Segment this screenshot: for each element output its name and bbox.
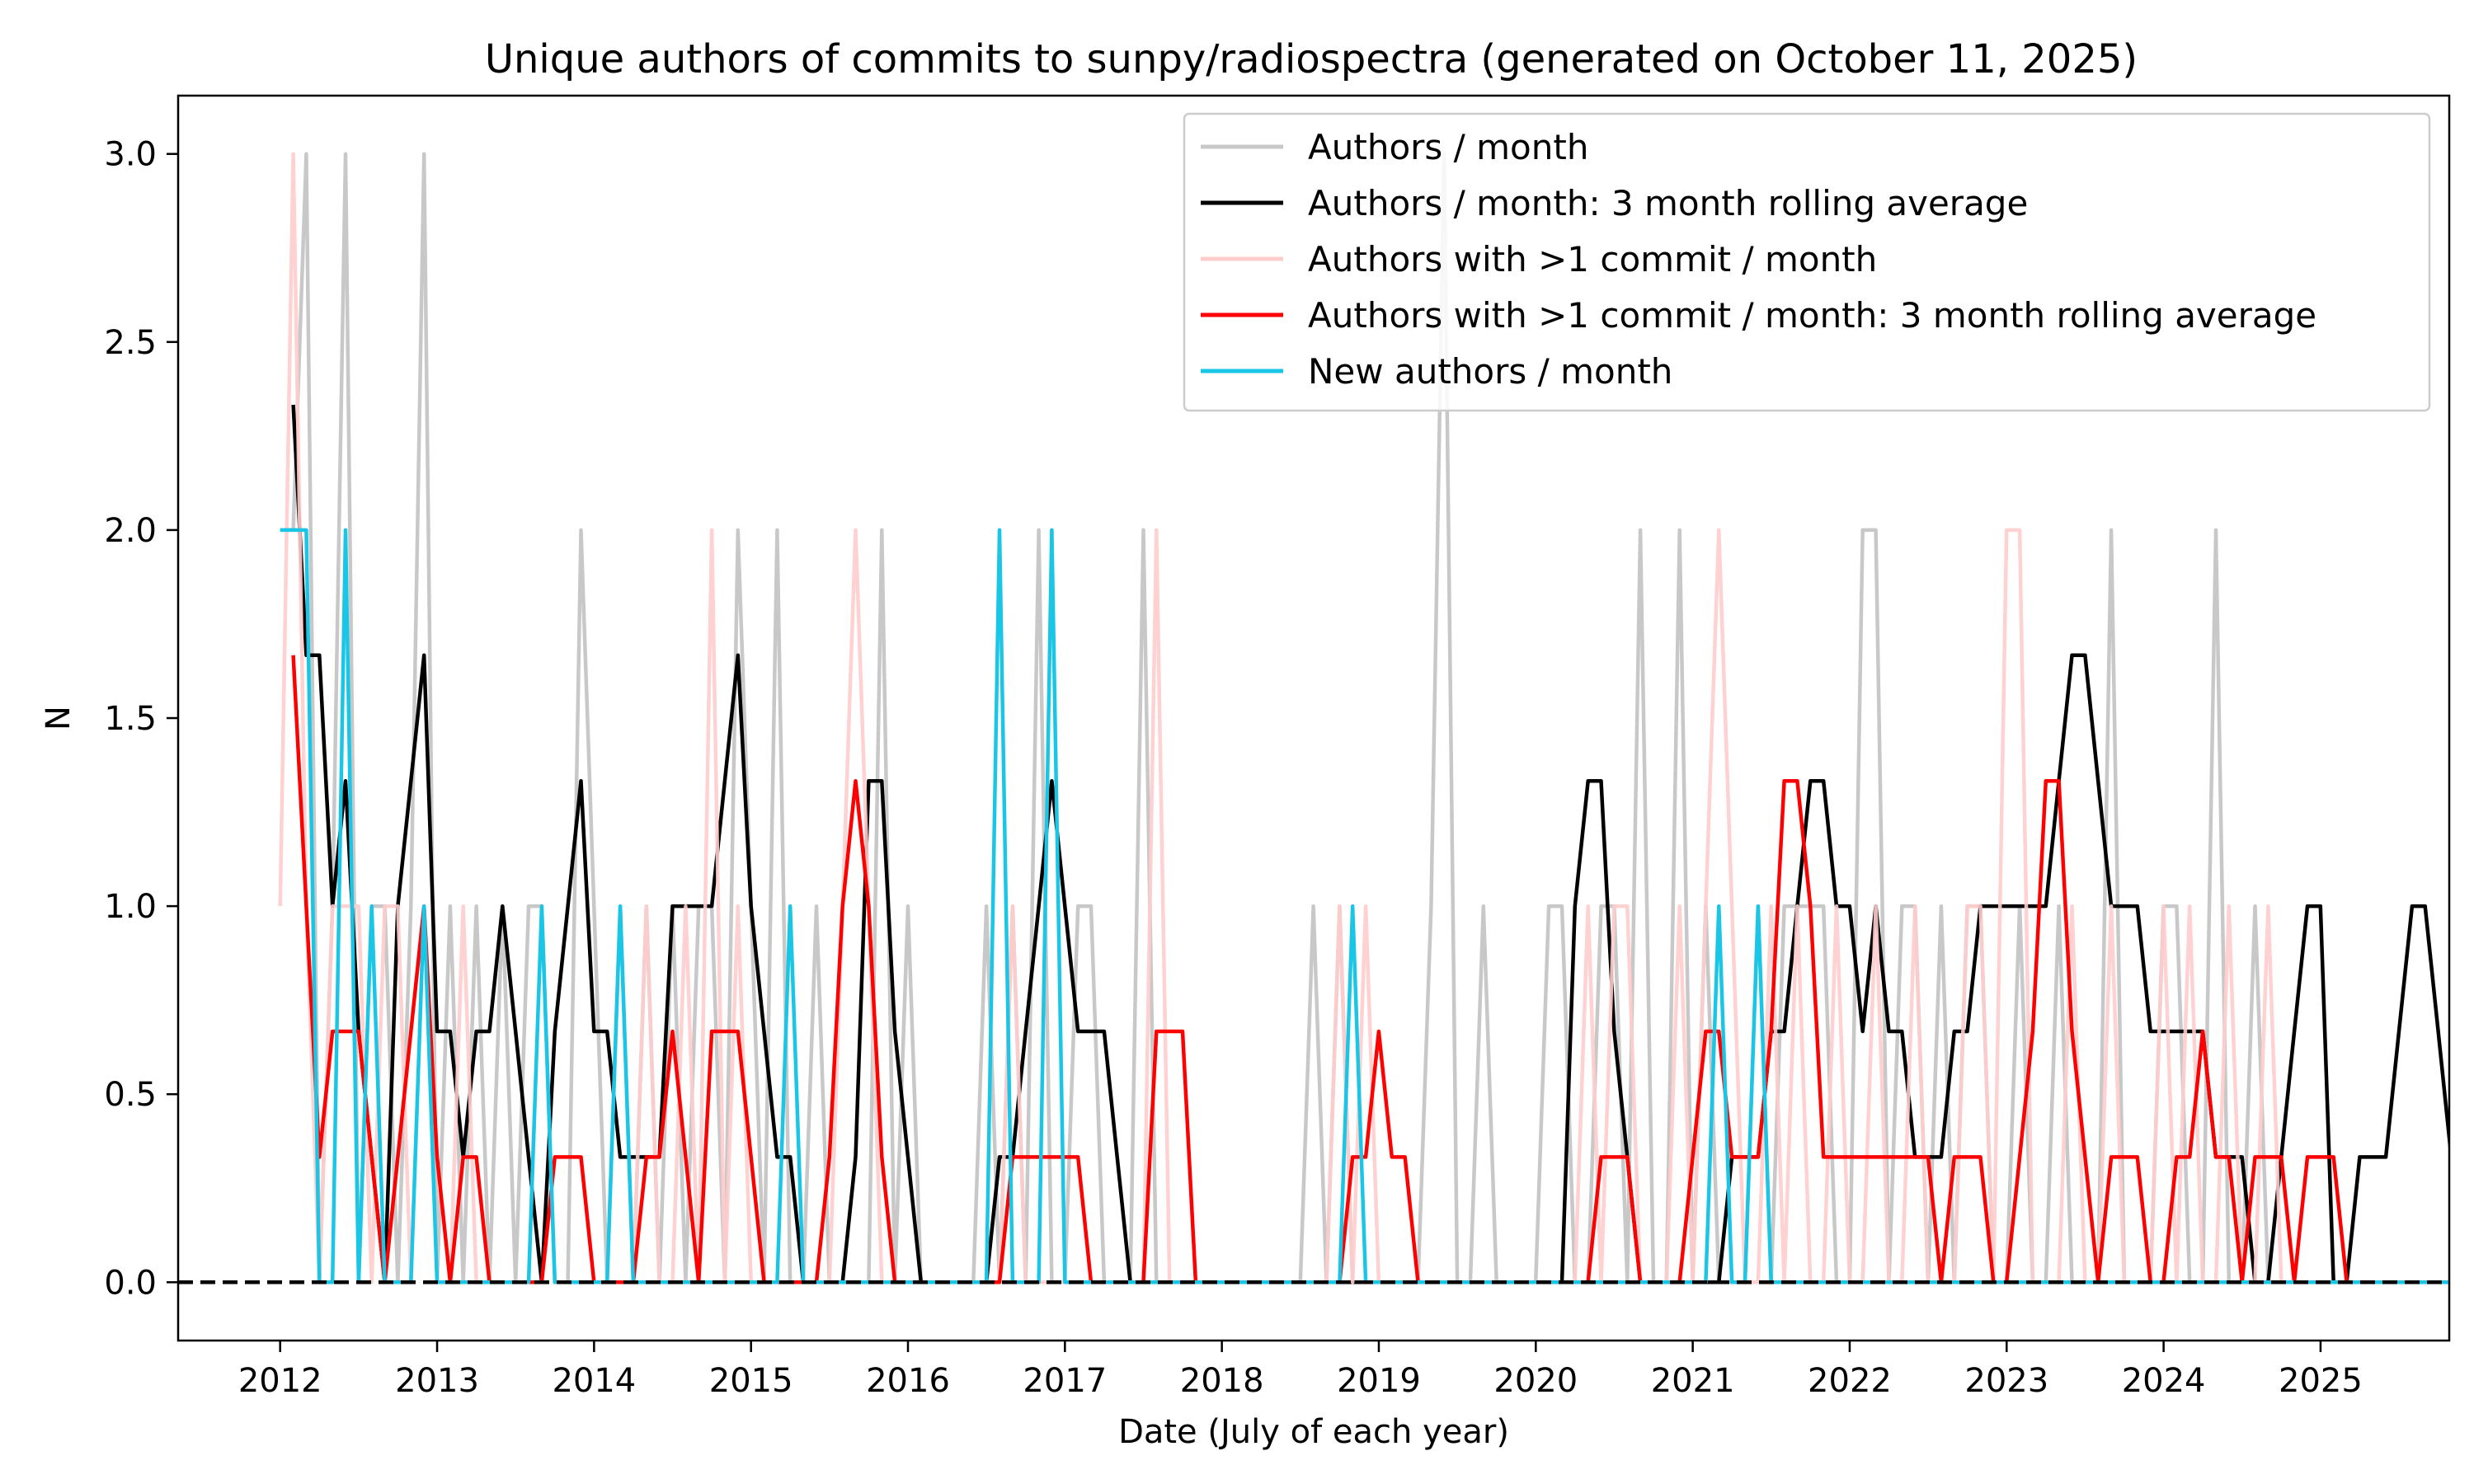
x-tick-label: 2013: [395, 1362, 479, 1400]
x-tick-label: 2018: [1180, 1362, 1264, 1400]
y-tick-label: 1.0: [104, 888, 157, 926]
y-tick-label: 2.5: [104, 324, 157, 362]
x-tick-label: 2023: [1964, 1362, 2048, 1400]
x-tick-label: 2025: [2279, 1362, 2363, 1400]
y-tick-label: 0.5: [104, 1076, 157, 1114]
x-tick-label: 2022: [1808, 1362, 1892, 1400]
x-tick-label: 2019: [1337, 1362, 1421, 1400]
y-tick-label: 3.0: [104, 136, 157, 174]
x-tick-label: 2017: [1023, 1362, 1107, 1400]
legend-box: [1183, 112, 2431, 412]
y-tick-label: 1.5: [104, 700, 157, 738]
y-axis: 0.0 0.5 1.0 1.5 2.0 2.5 3.0: [104, 136, 178, 1302]
x-tick-label: 2021: [1651, 1362, 1735, 1400]
y-tick-label: 2.0: [104, 512, 157, 550]
y-tick-label: 0.0: [104, 1264, 157, 1302]
x-tick-label: 2015: [709, 1362, 793, 1400]
legend-label: Authors with >1 commit / month: 3 month …: [1308, 295, 2316, 336]
authors-multi-commit-rolling-line: [291, 655, 2449, 1284]
x-tick-label: 2016: [866, 1362, 950, 1400]
x-axis: 2012 2013 2014 2015 2016 2017 2018 2019 2020 2021…: [238, 1341, 2363, 1400]
x-tick-label: 2024: [2122, 1362, 2206, 1400]
legend-label: Authors / month: 3 month rolling average: [1308, 183, 2028, 223]
x-tick-label: 2014: [552, 1362, 636, 1400]
x-tick-label: 2012: [238, 1362, 322, 1400]
legend-label: Authors / month: [1308, 127, 1588, 167]
x-axis-label: Date (July of each year): [1118, 1413, 1509, 1451]
legend-label: Authors with >1 commit / month: [1308, 239, 1877, 279]
legend: Authors / month Authors / month: 3 month …: [1183, 112, 2431, 412]
y-axis-label: N: [40, 706, 78, 730]
x-tick-label: 2020: [1493, 1362, 1578, 1400]
chart-title: Unique authors of commits to sunpy/radio…: [485, 36, 2138, 82]
legend-label: New authors / month: [1308, 351, 1672, 392]
